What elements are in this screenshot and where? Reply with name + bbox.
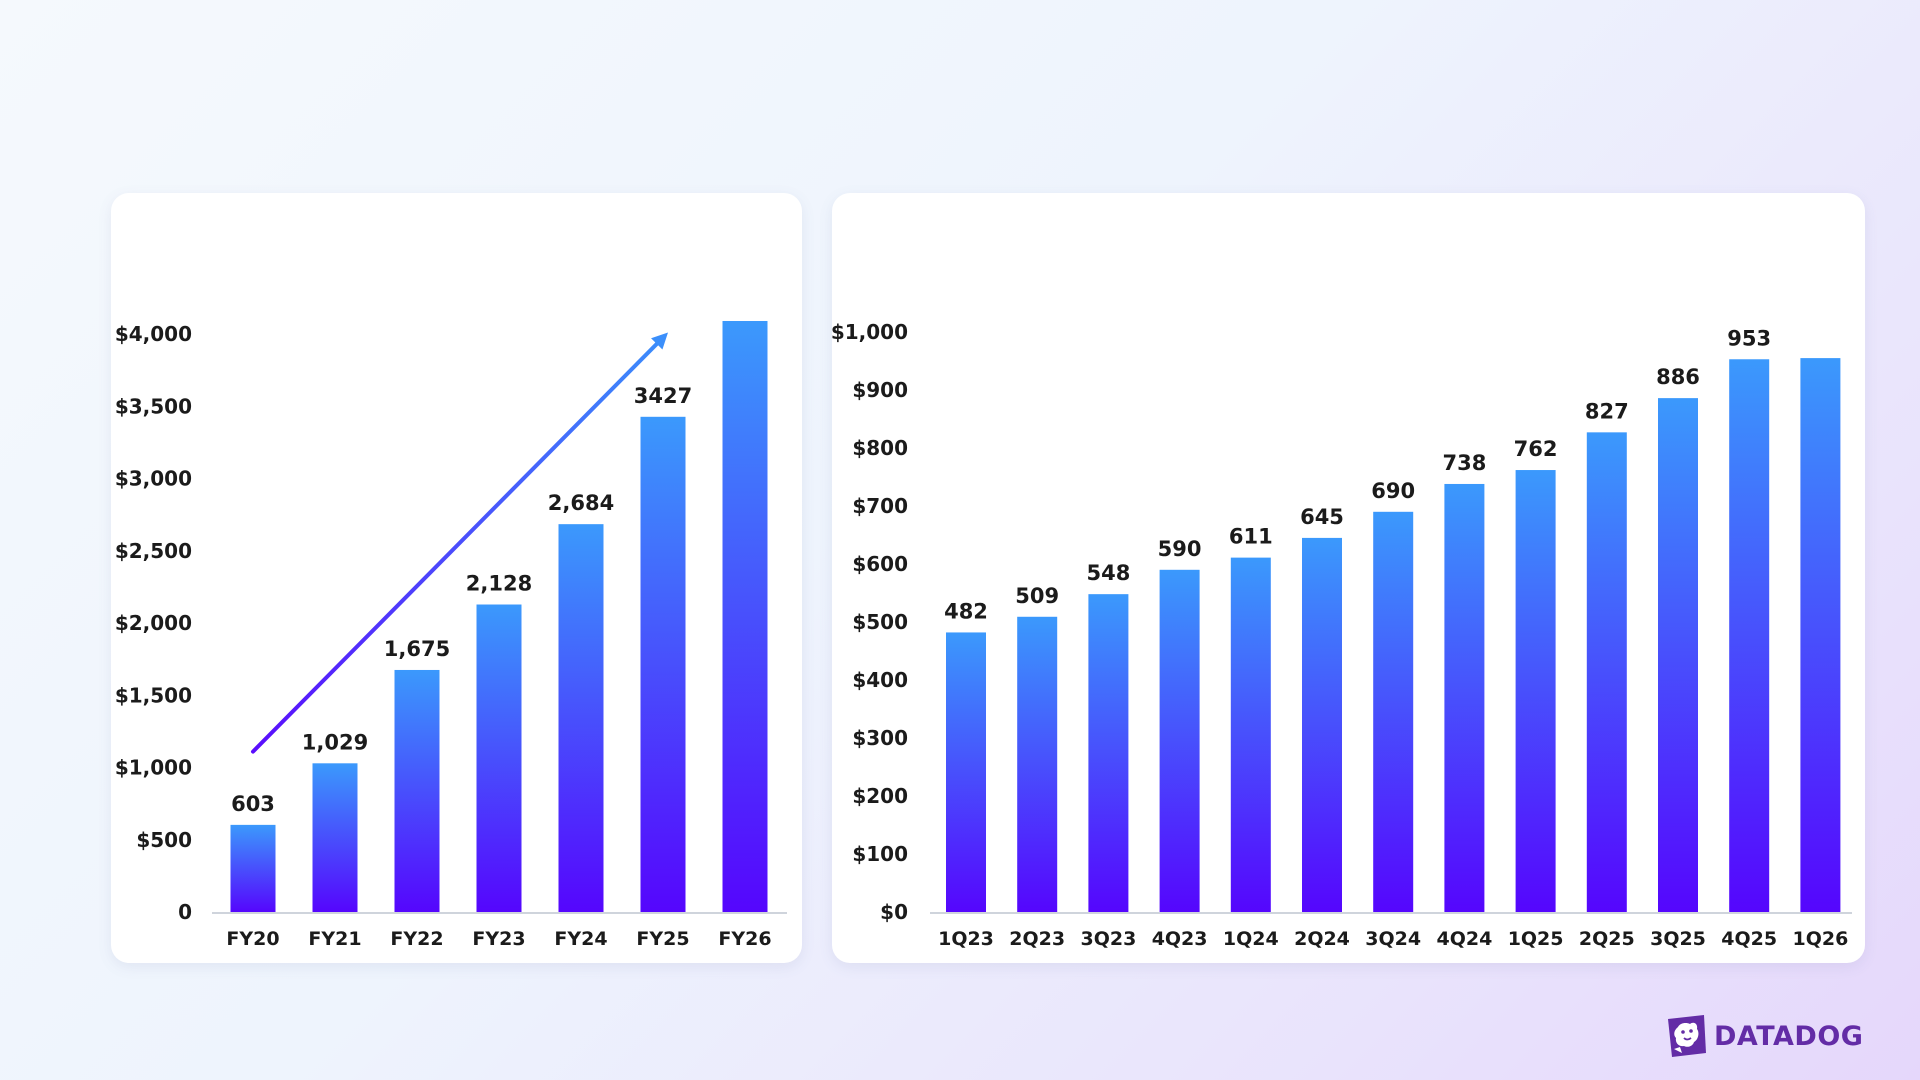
- x-tick-label: FY25: [636, 928, 689, 950]
- bar: [1729, 359, 1770, 912]
- x-tick-label: 1Q25: [1508, 928, 1564, 950]
- x-tick-label: FY22: [390, 928, 443, 950]
- bar: [1658, 398, 1698, 912]
- x-tick-label: 1Q24: [1223, 928, 1279, 950]
- quarterly-revenue-chart-card: $0 $100 $200 $300 $400 $500 $600 $700 $800 $900 $1…: [831, 193, 1865, 963]
- bar-value-label: 611: [1229, 525, 1273, 549]
- annual-revenue-chart-card: 0 $500 $1,000 $1,500 $2,000 $2,500 $3,000 $3,50…: [111, 193, 802, 963]
- y-tick-label: $400: [852, 668, 908, 692]
- y-tick-label: $0: [880, 900, 908, 924]
- x-tick-label: 1Q23: [938, 928, 994, 950]
- bar-value-label: 1,029: [302, 730, 368, 754]
- bar: [230, 824, 276, 912]
- bar: [722, 320, 768, 912]
- bar-value-label: 509: [1015, 584, 1059, 608]
- bar: [1373, 511, 1414, 912]
- x-tick-label: 3Q23: [1080, 928, 1136, 950]
- y-tick-label: $800: [852, 436, 908, 460]
- bar: [640, 416, 686, 912]
- y-tick-label: $3,000: [115, 467, 192, 491]
- x-tick-label: FY24: [554, 928, 607, 950]
- bar: [946, 632, 986, 912]
- x-tick-label: 3Q25: [1650, 928, 1706, 950]
- quarterly-revenue-chart: $0 $100 $200 $300 $400 $500 $600 $700 $800 $900 $1…: [831, 320, 1852, 950]
- y-tick-label: $3,500: [115, 394, 192, 418]
- annual-revenue-chart: 0 $500 $1,000 $1,500 $2,000 $2,500 $3,000 $3,50…: [115, 320, 787, 950]
- y-tick-label: $700: [852, 494, 908, 518]
- y-tick-label: 0: [178, 900, 192, 924]
- y-tick-label: $200: [852, 784, 908, 808]
- x-tick-label: 4Q24: [1436, 928, 1492, 950]
- bar-value-label: 590: [1158, 537, 1202, 561]
- brand-name: DATADOG: [1714, 1020, 1864, 1052]
- x-tick-label: 2Q25: [1579, 928, 1635, 950]
- bar: [1017, 616, 1058, 912]
- y-tick-label: $600: [852, 552, 908, 576]
- bar: [1515, 470, 1556, 912]
- bar-value-label: 482: [944, 599, 988, 623]
- x-tick-label: 4Q23: [1152, 928, 1208, 950]
- y-tick-label: $4,000: [115, 322, 192, 346]
- bar-value-label: 1,675: [384, 637, 450, 661]
- datadog-dog-icon: [1668, 1015, 1706, 1057]
- trend-arrow-head: [651, 332, 668, 350]
- trend-arrow: [251, 332, 668, 754]
- y-tick-label: $2,500: [115, 539, 192, 563]
- x-tick-label: 2Q24: [1294, 928, 1350, 950]
- bar: [1088, 594, 1129, 912]
- bar-value-label: 827: [1585, 399, 1629, 423]
- x-tick-label: FY21: [308, 928, 361, 950]
- bar-value-label: 603: [231, 792, 275, 816]
- y-tick-label: $500: [136, 828, 192, 852]
- y-tick-label: $1,500: [115, 683, 192, 707]
- x-tick-label: 2Q23: [1009, 928, 1065, 950]
- x-tick-label: FY26: [718, 928, 771, 950]
- y-tick-label: $2,000: [115, 611, 192, 635]
- bar: [1302, 537, 1342, 912]
- trend-arrow-line: [251, 337, 663, 754]
- bar: [558, 524, 604, 912]
- bar: [1159, 569, 1200, 912]
- y-tick-label: $1,000: [831, 320, 908, 344]
- bar-value-label: 886: [1656, 365, 1700, 389]
- bar: [1444, 483, 1485, 912]
- y-tick-label: $100: [852, 842, 908, 866]
- x-tick-label: 4Q25: [1721, 928, 1777, 950]
- bar-value-label: 762: [1514, 437, 1558, 461]
- y-tick-label: $1,000: [115, 756, 192, 780]
- bar-value-label: 3427: [634, 384, 692, 408]
- bar-value-label: 645: [1300, 505, 1344, 529]
- bar: [476, 604, 522, 912]
- datadog-logo: DATADOG: [1664, 1013, 1863, 1059]
- bar-value-label: 738: [1442, 451, 1486, 475]
- y-tick-label: $500: [852, 610, 908, 634]
- y-tick-label: $900: [852, 378, 908, 402]
- x-tick-label: 1Q26: [1792, 928, 1848, 950]
- bar-value-label: 2,684: [548, 491, 614, 515]
- x-tick-label: 3Q24: [1365, 928, 1421, 950]
- bar-value-label: 2,128: [466, 572, 532, 596]
- bar: [312, 763, 358, 912]
- bar: [1230, 557, 1271, 912]
- bar-value-label: 690: [1371, 479, 1415, 503]
- x-tick-label: FY20: [226, 928, 279, 950]
- y-tick-label: $300: [852, 726, 908, 750]
- x-tick-label: FY23: [472, 928, 525, 950]
- bar: [394, 669, 440, 912]
- bar-value-label: 548: [1086, 561, 1130, 585]
- bar: [1586, 432, 1627, 912]
- bar-value-label: 953: [1727, 326, 1771, 350]
- bar: [1800, 358, 1841, 913]
